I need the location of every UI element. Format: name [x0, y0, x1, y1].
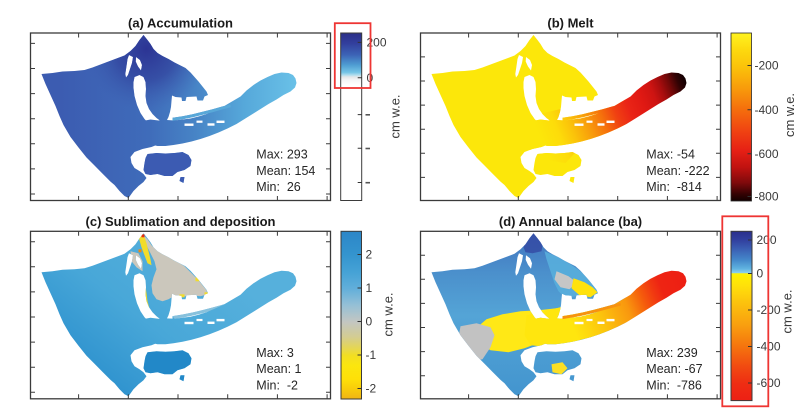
svg-text:(d) Annual balance (ba): (d) Annual balance (ba): [499, 214, 642, 229]
svg-text:(b) Melt: (b) Melt: [547, 16, 594, 31]
svg-text:cm w.e.: cm w.e.: [780, 289, 795, 333]
svg-text:Min: -814: Min: -814: [646, 180, 702, 194]
svg-text:cm w.e.: cm w.e.: [782, 93, 797, 137]
svg-text:(a) Accumulation: (a) Accumulation: [128, 16, 233, 31]
svg-text:-1: -1: [366, 348, 377, 362]
svg-text:Max: 293: Max: 293: [256, 148, 307, 162]
svg-text:-600: -600: [755, 147, 779, 161]
svg-text:Mean: 154: Mean: 154: [256, 164, 315, 178]
svg-text:-200: -200: [755, 59, 779, 73]
svg-text:Min: -786: Min: -786: [646, 378, 702, 392]
svg-text:Min: -2: Min: -2: [256, 378, 298, 392]
svg-text:1: 1: [366, 281, 373, 295]
svg-text:-2: -2: [366, 382, 377, 396]
svg-text:Min: 26: Min: 26: [256, 180, 301, 194]
svg-text:2: 2: [366, 248, 373, 262]
svg-text:Max: -54: Max: -54: [646, 148, 695, 162]
svg-text:Max: 3: Max: 3: [256, 346, 294, 360]
svg-text:Mean: -222: Mean: -222: [646, 164, 709, 178]
svg-text:0: 0: [366, 315, 373, 329]
svg-text:Mean: -67: Mean: -67: [646, 362, 702, 376]
svg-text:-800: -800: [755, 190, 779, 204]
svg-text:cm w.e.: cm w.e.: [388, 94, 403, 138]
svg-text:200: 200: [757, 233, 777, 247]
svg-text:Mean: 1: Mean: 1: [256, 362, 301, 376]
svg-text:-400: -400: [755, 103, 779, 117]
svg-text:(c) Sublimation and deposition: (c) Sublimation and deposition: [86, 214, 276, 229]
svg-text:0: 0: [757, 267, 764, 281]
svg-text:Max: 239: Max: 239: [646, 346, 697, 360]
svg-text:200: 200: [367, 36, 387, 50]
svg-text:cm w.e.: cm w.e.: [381, 292, 396, 336]
